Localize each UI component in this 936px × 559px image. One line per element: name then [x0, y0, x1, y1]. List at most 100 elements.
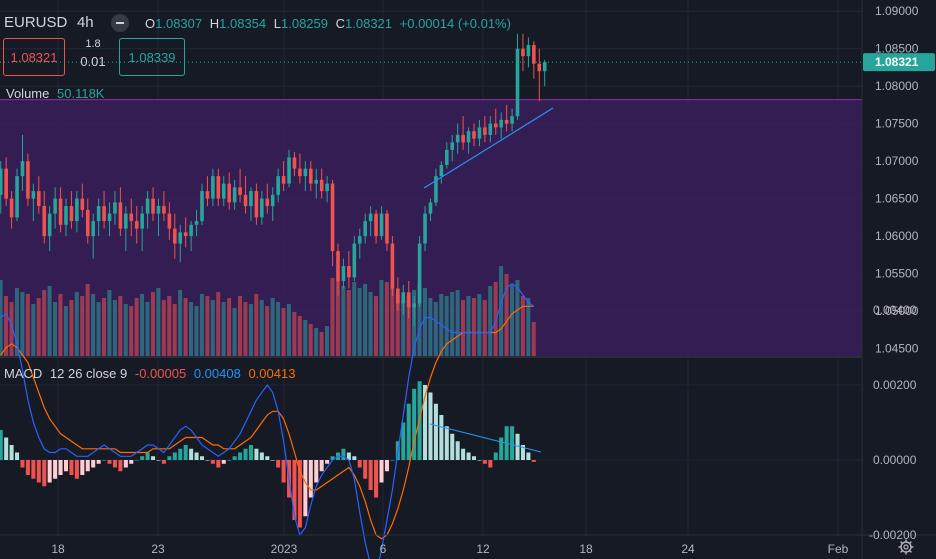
- candle-body: [162, 206, 166, 214]
- macd-histogram-bar: [161, 460, 166, 464]
- close-value: 1.08321: [345, 16, 393, 31]
- volume-bar: [265, 306, 270, 356]
- candle-body: [314, 179, 319, 184]
- macd-histogram-bar: [85, 460, 90, 472]
- candle-body: [510, 116, 514, 124]
- macd-histogram-bar: [42, 460, 47, 487]
- candle-body: [265, 198, 270, 207]
- candle-body: [488, 123, 493, 135]
- price-axis-label: 1.08000: [875, 79, 919, 93]
- candle-body: [292, 157, 297, 169]
- time-axis-label: 2023: [271, 542, 298, 556]
- candle-body: [254, 191, 259, 218]
- collapse-icon[interactable]: [111, 14, 129, 32]
- price-axis-label: 1.07500: [875, 117, 919, 131]
- volume-bar: [292, 312, 297, 356]
- macd-histogram-bar: [488, 460, 493, 468]
- macd-histogram-bar: [352, 456, 357, 460]
- macd-histogram-bar: [455, 441, 460, 460]
- macd-histogram-bar: [384, 460, 389, 472]
- macd-histogram-bar: [319, 460, 324, 472]
- candle-body: [173, 228, 177, 244]
- volume-bar: [194, 306, 199, 356]
- candle-body: [357, 236, 362, 244]
- macd-histogram-bar: [330, 456, 335, 460]
- macd-histogram-bar: [243, 448, 248, 460]
- volume-bar: [325, 326, 330, 356]
- macd-histogram-bar: [308, 460, 313, 498]
- macd-axis-label: -0.00200: [869, 528, 917, 542]
- candle-body: [102, 206, 106, 222]
- macd-histogram-bar: [118, 460, 123, 472]
- candle-body: [412, 303, 416, 308]
- candle-body: [232, 187, 237, 203]
- macd-histogram-bar: [466, 452, 471, 460]
- macd-histogram-bar: [303, 460, 308, 517]
- candle-body: [504, 119, 509, 124]
- candle-body: [118, 202, 123, 229]
- candle-body: [542, 62, 547, 72]
- candle-body: [309, 168, 313, 184]
- high-value: 1.08354: [219, 16, 267, 31]
- volume-bar: [352, 282, 357, 356]
- candle-body: [450, 142, 455, 150]
- candle-body: [129, 213, 134, 222]
- macd-axis-label: 0.00200: [873, 378, 917, 392]
- macd-histogram-bar: [471, 456, 477, 460]
- macd-histogram-bar: [325, 460, 330, 464]
- candle-body: [221, 183, 226, 199]
- candle-body: [238, 187, 242, 195]
- symbol-name[interactable]: EURUSD: [4, 14, 68, 31]
- candle-body: [423, 213, 427, 244]
- volume-bar: [482, 300, 487, 356]
- volume-bar: [216, 292, 221, 356]
- candle-body: [390, 243, 395, 289]
- candle-body: [434, 176, 438, 203]
- volume-bar: [314, 328, 319, 356]
- macd-histogram-bar: [31, 460, 36, 479]
- volume-bar: [53, 302, 58, 356]
- volume-bar: [25, 294, 30, 356]
- volume-bar: [384, 282, 389, 356]
- volume-bar: [308, 324, 313, 356]
- volume-bar: [466, 296, 471, 356]
- macd-histogram-bar: [205, 460, 210, 461]
- candle-body: [319, 179, 324, 192]
- macd-histogram-bar: [129, 460, 134, 464]
- macd-histogram-bar: [69, 460, 74, 475]
- sell-button[interactable]: 1.08321: [3, 38, 65, 76]
- candle-body: [243, 194, 248, 207]
- candle-body: [330, 183, 335, 252]
- macd-histogram-bar: [15, 452, 20, 460]
- macd-histogram-bar: [189, 448, 194, 460]
- macd-histogram-bar: [156, 460, 161, 461]
- macd-histogram-bar: [341, 448, 346, 460]
- macd-legend: MACD 12 26 close 9 -0.00005 0.00408 0.00…: [4, 366, 296, 381]
- macd-histogram-bar: [374, 460, 379, 498]
- macd-histogram-bar: [232, 456, 237, 460]
- macd-histogram-bar: [53, 460, 58, 479]
- volume-bar: [379, 280, 384, 356]
- candle-body: [325, 183, 329, 192]
- volume-bar: [526, 298, 531, 356]
- macd-signal-value: 0.00413: [248, 366, 296, 381]
- buy-button[interactable]: 1.08339: [119, 38, 185, 76]
- candle-body: [200, 191, 204, 222]
- macd-histogram-bar: [297, 460, 302, 528]
- trendline: [423, 107, 554, 189]
- volume-bar: [390, 286, 395, 356]
- change-value: +0.00014 (+0.01%): [399, 16, 511, 31]
- interval-label[interactable]: 4h: [76, 14, 94, 31]
- volume-bar: [14, 288, 19, 356]
- volume-bar: [341, 286, 346, 356]
- candle-body: [189, 224, 193, 237]
- macd-histogram-bar: [134, 460, 139, 461]
- volume-bar: [461, 300, 466, 356]
- gear-icon[interactable]: [898, 539, 914, 555]
- candle-body: [363, 221, 367, 237]
- candle-body: [15, 176, 19, 218]
- price-axis-label: 1.05000: [875, 304, 919, 318]
- macd-histogram-bar: [25, 460, 30, 475]
- candle-body: [151, 198, 155, 214]
